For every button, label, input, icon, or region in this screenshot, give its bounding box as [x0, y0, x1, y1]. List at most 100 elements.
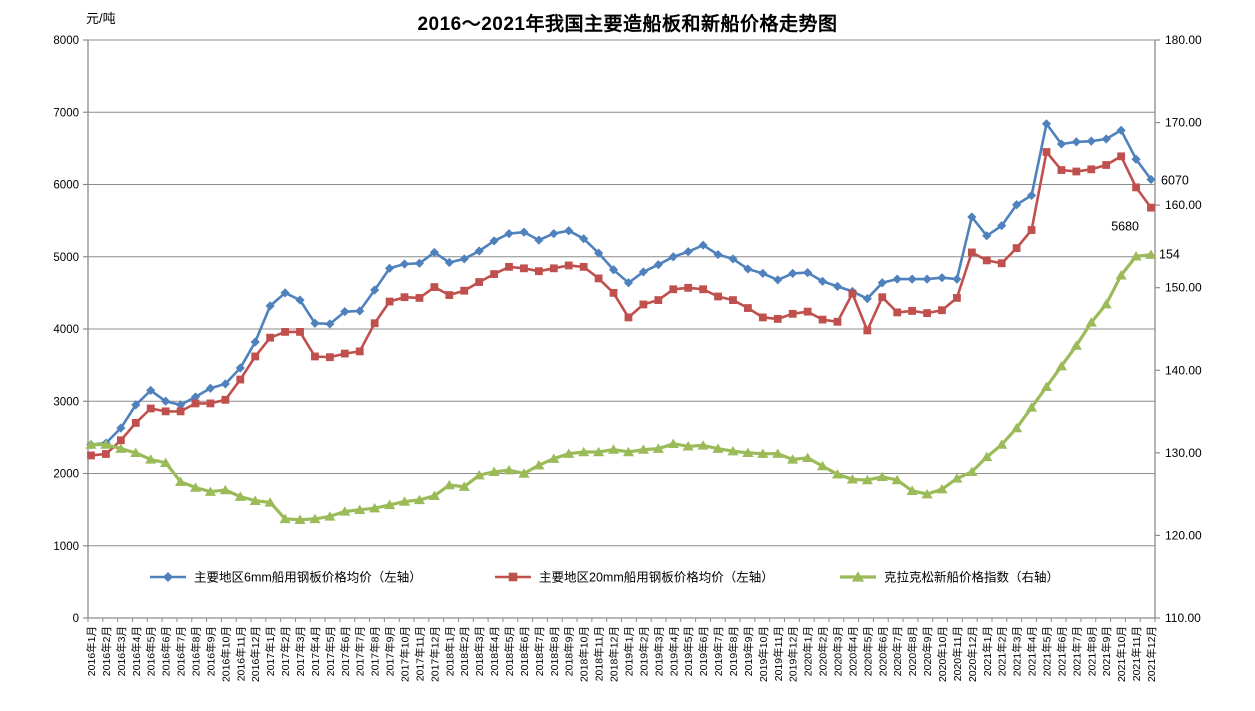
square-marker — [508, 572, 518, 582]
square-marker — [385, 297, 394, 306]
triangle-marker — [160, 457, 172, 467]
square-marker — [684, 283, 693, 292]
x-axis-label: 2018年12月 — [608, 626, 621, 682]
diamond-marker — [922, 274, 932, 284]
diamond-marker — [399, 259, 410, 269]
square-marker — [400, 293, 409, 302]
x-axis-label: 2018年5月 — [503, 626, 516, 676]
x-axis-label: 2019年3月 — [652, 626, 665, 676]
diamond-marker — [220, 379, 230, 389]
triangle-marker — [757, 448, 769, 458]
square-marker — [878, 293, 887, 302]
diamond-marker — [937, 273, 947, 283]
x-axis-label: 2017年3月 — [294, 626, 307, 676]
legend-label: 克拉克松新船价格指数（右轴） — [884, 570, 1059, 585]
x-axis-label: 2019年5月 — [682, 626, 695, 676]
x-axis-label: 2021年12月 — [1145, 626, 1158, 682]
x-axis-label: 2020年10月 — [936, 626, 949, 682]
diamond-marker — [519, 227, 529, 237]
legend-item-clarkson-index: 克拉克松新船价格指数（右轴） — [840, 570, 1059, 585]
square-marker — [445, 291, 454, 299]
diamond-marker — [1012, 200, 1022, 210]
square-marker — [833, 317, 842, 326]
diamond-marker — [280, 288, 290, 298]
diamond-marker — [773, 275, 783, 285]
triangle-marker — [607, 444, 620, 454]
x-axis-label: 2018年10月 — [578, 626, 591, 682]
x-axis-label: 2016年8月 — [190, 626, 203, 676]
x-axis-label: 2017年7月 — [354, 626, 367, 676]
triangle-marker — [354, 504, 366, 515]
square-marker — [848, 289, 857, 298]
x-axis-label: 2018年4月 — [488, 626, 501, 676]
square-marker — [893, 308, 902, 317]
x-axis-label: 2019年2月 — [637, 626, 650, 676]
x-axis-label: 2016年4月 — [130, 626, 143, 676]
series-plate-6mm — [86, 119, 1156, 450]
triangle-marker — [802, 452, 814, 463]
right-axis-tick-label: 170.00 — [1165, 116, 1202, 130]
data-label-154: 154 — [1159, 248, 1180, 262]
square-marker — [863, 326, 872, 335]
left-axis-tick-label: 5000 — [53, 252, 79, 264]
triangle-marker — [921, 488, 933, 499]
diamond-marker — [161, 396, 171, 406]
triangle-marker — [428, 490, 440, 500]
square-marker — [176, 407, 185, 416]
left-axis-tick-label: 7000 — [53, 107, 79, 119]
diamond-marker — [698, 240, 708, 250]
triangle-marker — [1085, 317, 1097, 327]
diamond-marker — [594, 248, 604, 258]
x-axis-label: 2021年3月 — [1011, 626, 1024, 676]
left-axis-title: 元/吨 — [86, 11, 116, 26]
x-axis-label: 2016年2月 — [100, 626, 113, 676]
chart-title: 2016～2021年我国主要造船板和新船价格走势图 — [417, 14, 838, 35]
square-marker — [430, 283, 439, 291]
triangle-marker — [667, 438, 679, 448]
triangle-marker — [727, 446, 739, 456]
triangle-marker — [1055, 360, 1068, 371]
diamond-marker — [250, 337, 260, 347]
x-axis-label: 2020年8月 — [906, 626, 919, 676]
square-marker — [311, 352, 319, 361]
diamond-marker — [549, 229, 559, 239]
diamond-marker — [175, 400, 186, 410]
square-marker — [146, 404, 155, 413]
x-axis-label: 2021年8月 — [1085, 626, 1098, 676]
triangle-marker — [294, 514, 306, 524]
triangle-marker — [578, 446, 590, 457]
diamond-marker — [131, 400, 141, 410]
triangle-marker — [189, 482, 202, 492]
triangle-marker — [622, 446, 635, 457]
x-axis-label: 2017年8月 — [369, 626, 382, 676]
triangle-marker — [1025, 402, 1038, 412]
square-marker — [758, 313, 767, 322]
diamond-marker — [877, 278, 887, 288]
x-axis-label: 2016年7月 — [175, 626, 188, 676]
triangle-marker — [115, 443, 127, 453]
square-marker — [1042, 148, 1051, 156]
square-marker — [1102, 161, 1111, 169]
diamond-marker — [1026, 190, 1037, 200]
square-marker — [997, 259, 1006, 268]
diamond-marker — [355, 306, 365, 316]
square-marker — [624, 313, 633, 322]
x-axis-label: 2019年7月 — [712, 626, 725, 676]
diamond-marker — [788, 268, 798, 278]
square-marker — [460, 286, 469, 295]
square-marker — [534, 267, 543, 276]
square-marker — [1087, 165, 1096, 174]
square-marker — [355, 347, 364, 356]
square-marker — [967, 248, 976, 257]
diamond-marker — [623, 278, 634, 288]
square-marker — [131, 419, 140, 427]
diamond-marker — [474, 246, 484, 256]
diamond-marker — [384, 263, 395, 273]
left-axis-tick-label: 6000 — [53, 180, 79, 192]
triangle-marker — [563, 448, 575, 458]
x-axis-label: 2020年4月 — [846, 626, 859, 676]
diamond-marker — [414, 258, 425, 268]
square-marker — [1072, 167, 1081, 176]
triangle-marker — [637, 444, 649, 454]
square-marker — [744, 304, 752, 312]
